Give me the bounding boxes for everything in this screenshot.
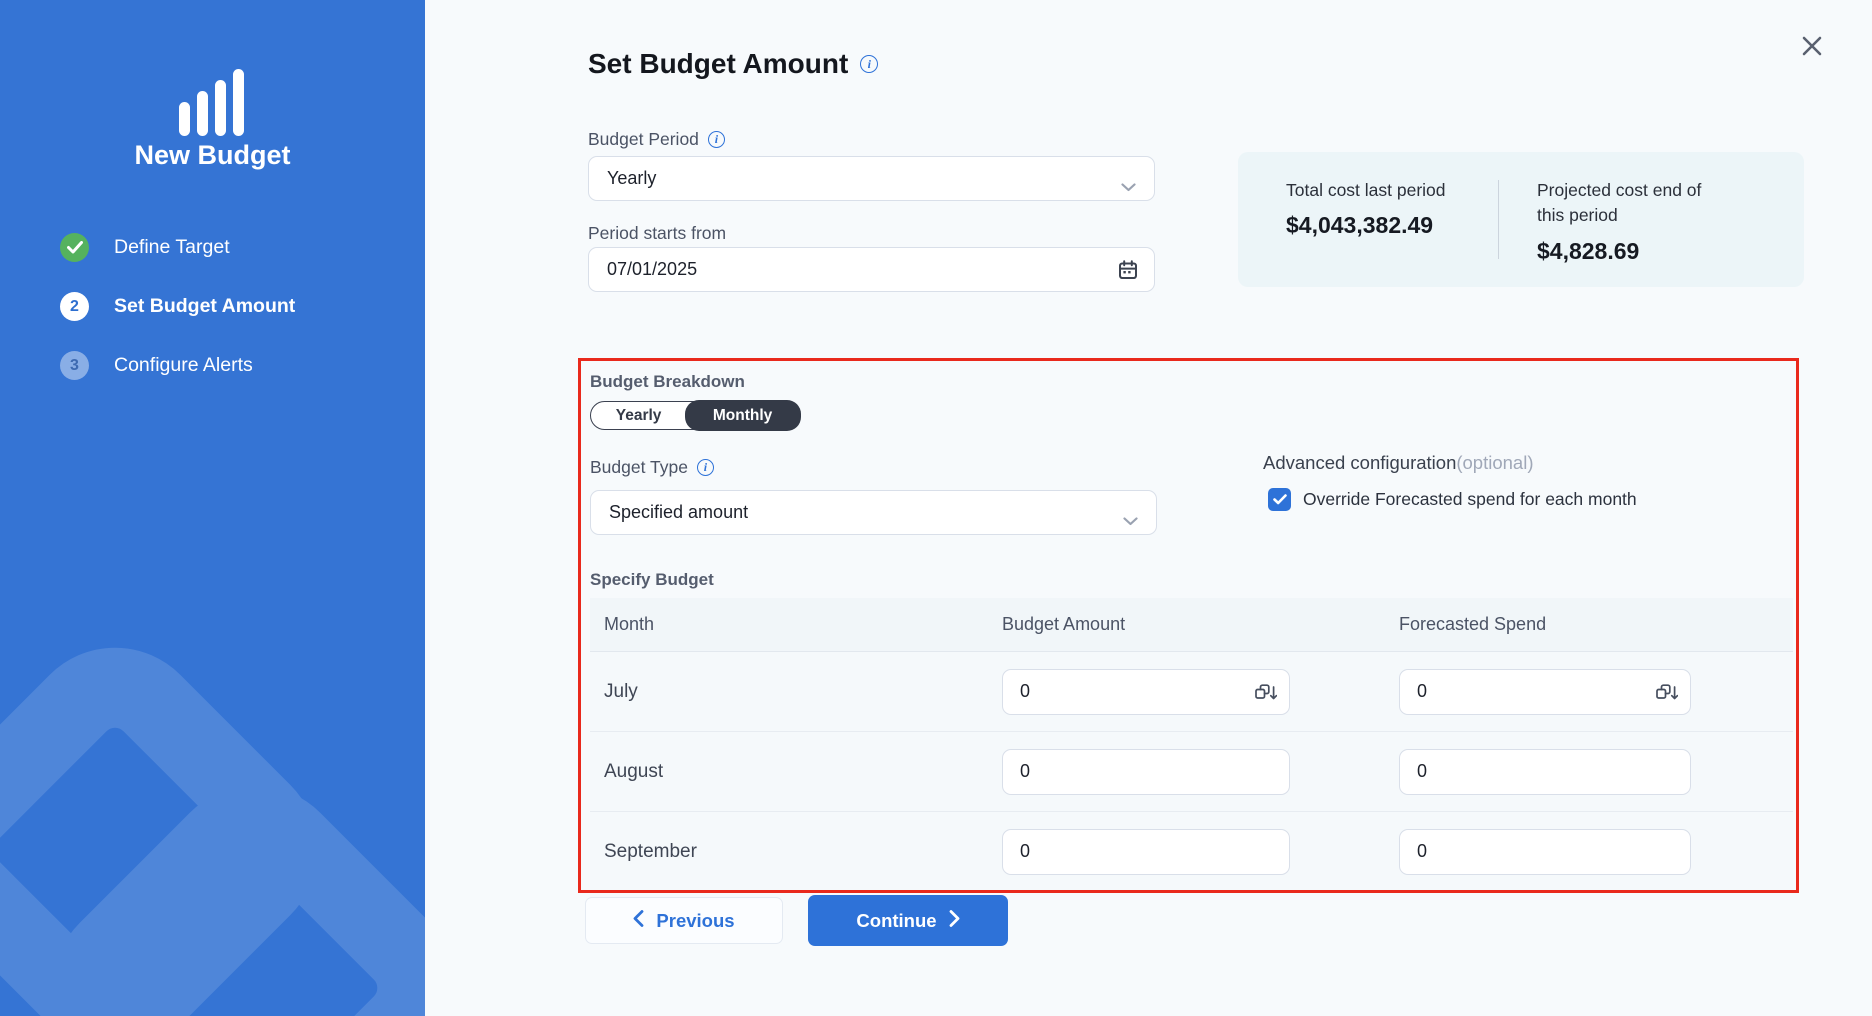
step-label: Define Target	[114, 236, 230, 258]
override-forecast-checkbox-row[interactable]: Override Forecasted spend for each month	[1268, 488, 1637, 511]
chevron-right-icon	[949, 909, 960, 932]
continue-button[interactable]: Continue	[808, 895, 1008, 946]
page-title: Set Budget Amount i	[588, 48, 879, 80]
budget-type-select[interactable]: Specified amount	[590, 490, 1157, 535]
budget-period-label: Budget Period i	[588, 129, 725, 150]
forecasted-spend-input[interactable]	[1400, 761, 1690, 782]
step-label: Configure Alerts	[114, 354, 253, 376]
step-number-badge: 3	[60, 351, 89, 380]
previous-button[interactable]: Previous	[585, 897, 783, 944]
info-icon[interactable]: i	[860, 55, 879, 73]
total-cost-value: $4,043,382.49	[1286, 212, 1434, 239]
specify-budget-label: Specify Budget	[590, 570, 714, 589]
period-starts-input[interactable]	[607, 259, 1087, 280]
checkbox-label: Override Forecasted spend for each month	[1303, 489, 1637, 509]
cost-summary-card: Total cost last period $4,043,382.49 Pro…	[1238, 152, 1804, 287]
budget-period-value: Yearly	[607, 168, 657, 188]
highlight-rectangle: Budget Breakdown Yearly Monthly Budget T…	[578, 358, 1799, 893]
page-title-text: Set Budget Amount	[588, 48, 849, 79]
check-icon	[60, 233, 89, 262]
step-configure-alerts[interactable]: 3 Configure Alerts	[60, 351, 295, 380]
step-define-target[interactable]: Define Target	[60, 233, 295, 262]
column-header-forecasted-spend: Forecasted Spend	[1399, 614, 1547, 634]
forecasted-spend-input[interactable]	[1400, 841, 1690, 862]
budget-amount-input[interactable]	[1003, 761, 1289, 782]
calendar-icon[interactable]	[1118, 260, 1138, 285]
budget-type-value: Specified amount	[609, 502, 749, 522]
table-row-august: August	[590, 732, 1793, 812]
month-cell: July	[604, 680, 638, 702]
column-header-budget-amount: Budget Amount	[1002, 614, 1126, 634]
set-budget-panel: Set Budget Amount i Budget Period i Year…	[425, 0, 1872, 1016]
wizard-title: New Budget	[134, 140, 291, 170]
copy-down-icon[interactable]	[1255, 683, 1278, 707]
info-icon[interactable]: i	[707, 131, 725, 148]
forecasted-spend-input[interactable]	[1400, 681, 1690, 702]
close-icon[interactable]	[1797, 32, 1827, 62]
info-icon[interactable]: i	[696, 459, 714, 476]
chevron-down-icon	[1121, 176, 1136, 197]
chevron-left-icon	[633, 909, 644, 932]
sidebar: New Budget Define Target 2 Set Budget Am…	[0, 0, 425, 1016]
budget-amount-field	[1002, 668, 1290, 715]
step-set-budget-amount[interactable]: 2 Set Budget Amount	[60, 292, 295, 321]
budget-breakdown-toggle[interactable]: Yearly Monthly	[590, 400, 801, 431]
wizard-steps: Define Target 2 Set Budget Amount 3 Conf…	[60, 233, 295, 380]
total-cost-label: Total cost last period	[1286, 180, 1446, 200]
checkbox-checked-icon[interactable]	[1268, 488, 1291, 511]
budget-amount-input[interactable]	[1003, 681, 1289, 702]
projected-cost-label: Projected cost end of this period	[1537, 180, 1702, 226]
budget-period-select[interactable]: Yearly	[588, 156, 1155, 201]
step-label: Set Budget Amount	[114, 295, 296, 317]
advanced-configuration-title: Advanced configuration(optional)	[1263, 452, 1534, 473]
specify-budget-table: Month Budget Amount Forecasted Spend Jul…	[590, 598, 1793, 890]
previous-label: Previous	[656, 909, 735, 931]
toggle-option-yearly[interactable]: Yearly	[615, 406, 662, 424]
continue-label: Continue	[856, 909, 937, 931]
toggle-option-monthly[interactable]: Monthly	[684, 400, 801, 431]
period-starts-field	[588, 247, 1155, 292]
budget-amount-field	[1002, 748, 1290, 795]
forecasted-spend-field	[1399, 748, 1691, 795]
divider	[1498, 180, 1499, 259]
bar-chart-icon	[179, 69, 245, 136]
month-cell: August	[604, 760, 664, 782]
step-number-badge: 2	[60, 292, 89, 321]
budget-type-label: Budget Type i	[590, 457, 714, 478]
period-starts-label: Period starts from	[588, 223, 727, 243]
column-header-month: Month	[604, 614, 655, 634]
forecasted-spend-field	[1399, 828, 1691, 875]
month-cell: September	[604, 840, 697, 862]
budget-amount-input[interactable]	[1003, 841, 1289, 862]
projected-cost-value: $4,828.69	[1537, 237, 1640, 264]
table-header: Month Budget Amount Forecasted Spend	[590, 598, 1793, 652]
total-cost-last-period: Total cost last period $4,043,382.49	[1286, 178, 1498, 261]
projected-cost-end-period: Projected cost end of this period $4,828…	[1499, 178, 1729, 264]
forecasted-spend-field	[1399, 668, 1691, 715]
budget-breakdown-label: Budget Breakdown	[590, 372, 745, 391]
budget-amount-field	[1002, 828, 1290, 875]
table-row-july: July	[590, 652, 1793, 732]
copy-down-icon[interactable]	[1656, 683, 1679, 707]
table-row-september: September	[590, 812, 1793, 890]
chevron-down-icon	[1123, 510, 1138, 531]
